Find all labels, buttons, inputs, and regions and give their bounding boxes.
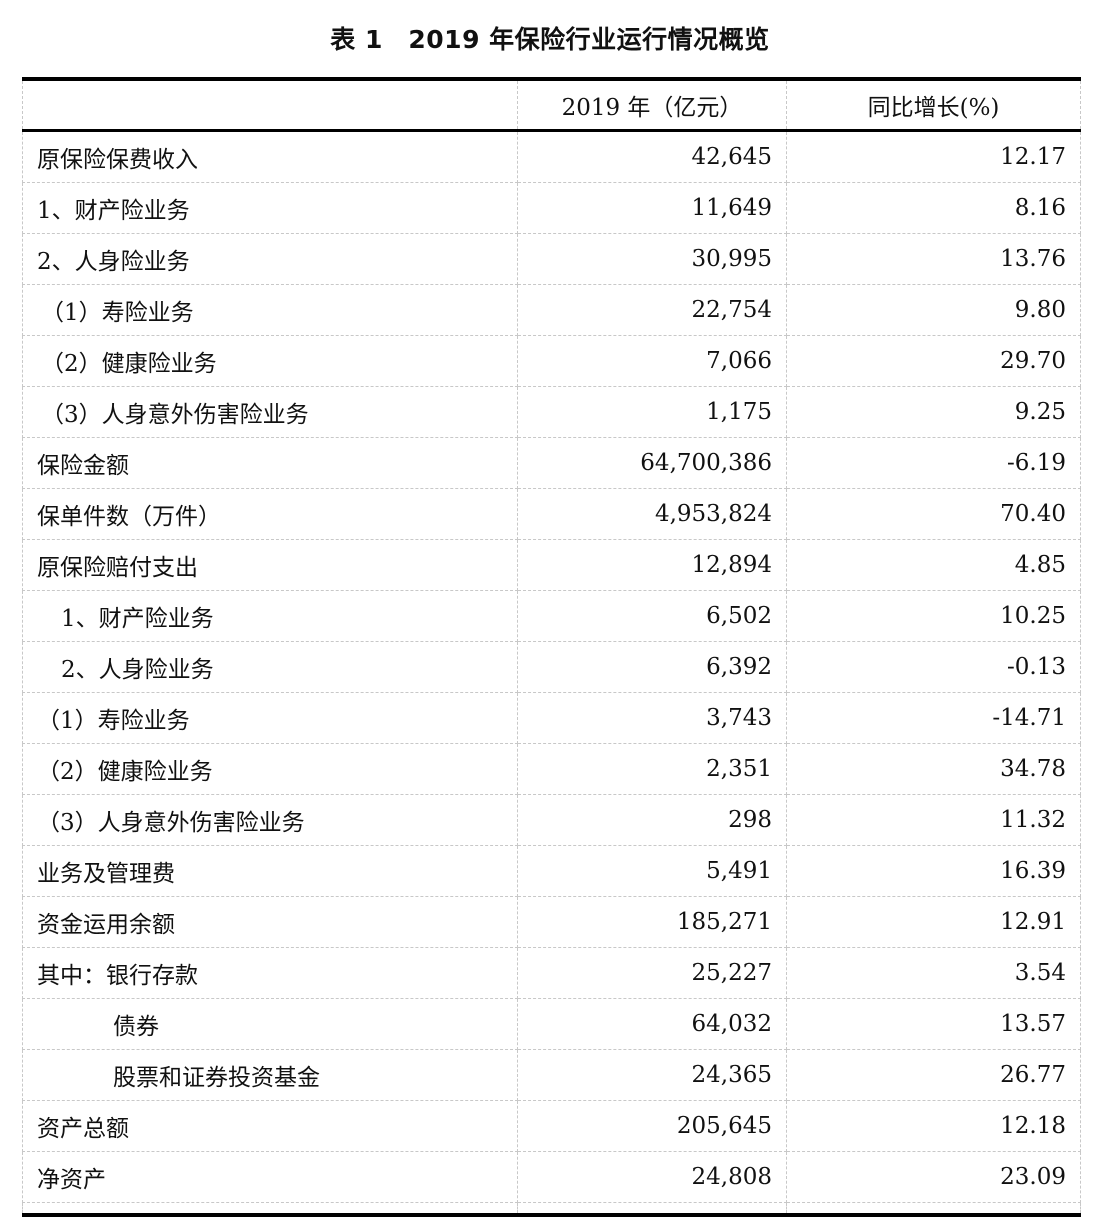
row-growth: 13.76 (786, 233, 1081, 285)
row-label: 其中：银行存款 (22, 947, 518, 999)
header-growth: 同比增长(%) (786, 79, 1081, 132)
row-label: 保险金额 (22, 437, 518, 489)
row-value: 11,649 (517, 182, 787, 234)
row-label: （1）寿险业务 (22, 692, 518, 744)
row-value: 64,032 (517, 998, 787, 1050)
row-label: 原保险保费收入 (22, 130, 518, 183)
row-value: 12,894 (517, 539, 787, 591)
table-row: 其中：银行存款 25,227 3.54 (22, 947, 1081, 999)
row-value: 5,491 (517, 845, 787, 897)
row-value: 4,953,824 (517, 488, 787, 540)
row-value: 22,754 (517, 284, 787, 336)
table-row: 债券 64,032 13.57 (22, 998, 1081, 1050)
row-label: （1）寿险业务 (22, 284, 518, 336)
table-row: 保单件数（万件） 4,953,824 70.40 (22, 488, 1081, 540)
row-label: 债券 (22, 998, 518, 1050)
row-value: 6,392 (517, 641, 787, 693)
table-row: （2）健康险业务 2,351 34.78 (22, 743, 1081, 795)
row-value: 3,743 (517, 692, 787, 744)
row-label: 1、财产险业务 (22, 590, 518, 642)
row-growth: 16.39 (786, 845, 1081, 897)
row-label: 业务及管理费 (22, 845, 518, 897)
row-value: 30,995 (517, 233, 787, 285)
spacer-cell (517, 1202, 787, 1216)
row-growth: 11.32 (786, 794, 1081, 846)
row-value: 1,175 (517, 386, 787, 438)
row-value: 205,645 (517, 1100, 787, 1152)
row-growth: 9.80 (786, 284, 1081, 336)
header-row: 2019 年（亿元） 同比增长(%) (22, 79, 1081, 132)
row-label: （2）健康险业务 (22, 743, 518, 795)
row-growth: 4.85 (786, 539, 1081, 591)
table-row: 1、财产险业务 11,649 8.16 (22, 182, 1081, 234)
header-item (22, 79, 518, 132)
row-growth: 70.40 (786, 488, 1081, 540)
row-growth: 12.18 (786, 1100, 1081, 1152)
table-row: 资产总额 205,645 12.18 (22, 1100, 1081, 1152)
row-growth: 9.25 (786, 386, 1081, 438)
row-value: 6,502 (517, 590, 787, 642)
row-value: 185,271 (517, 896, 787, 948)
table-row: 保险金额 64,700,386 -6.19 (22, 437, 1081, 489)
row-value: 2,351 (517, 743, 787, 795)
row-label: （3）人身意外伤害险业务 (22, 794, 518, 846)
row-growth: 34.78 (786, 743, 1081, 795)
row-growth: 29.70 (786, 335, 1081, 387)
row-growth: 26.77 (786, 1049, 1081, 1101)
table-row: 业务及管理费 5,491 16.39 (22, 845, 1081, 897)
table-row: 1、财产险业务 6,502 10.25 (22, 590, 1081, 642)
table-row: （1）寿险业务 22,754 9.80 (22, 284, 1081, 336)
row-label: 2、人身险业务 (22, 641, 518, 693)
row-value: 64,700,386 (517, 437, 787, 489)
table-row: 原保险保费收入 42,645 12.17 (22, 130, 1081, 183)
row-value: 7,066 (517, 335, 787, 387)
row-growth: -0.13 (786, 641, 1081, 693)
row-growth: 3.54 (786, 947, 1081, 999)
table-row: 净资产 24,808 23.09 (22, 1151, 1081, 1203)
table-row: （3）人身意外伤害险业务 298 11.32 (22, 794, 1081, 846)
row-value: 25,227 (517, 947, 787, 999)
row-label: 保单件数（万件） (22, 488, 518, 540)
table-row: （3）人身意外伤害险业务 1,175 9.25 (22, 386, 1081, 438)
table-row: 2、人身险业务 6,392 -0.13 (22, 641, 1081, 693)
row-growth: -14.71 (786, 692, 1081, 744)
table-title: 表 1 2019 年保险行业运行情况概览 (330, 25, 770, 54)
row-growth: 10.25 (786, 590, 1081, 642)
row-growth: -6.19 (786, 437, 1081, 489)
row-label: 资金运用余额 (22, 896, 518, 948)
header-value-2019: 2019 年（亿元） (517, 79, 787, 132)
table-row: 资金运用余额 185,271 12.91 (22, 896, 1081, 948)
row-label: 原保险赔付支出 (22, 539, 518, 591)
row-value: 24,808 (517, 1151, 787, 1203)
row-label: 2、人身险业务 (22, 233, 518, 285)
table-row: （1）寿险业务 3,743 -14.71 (22, 692, 1081, 744)
row-label: （2）健康险业务 (22, 335, 518, 387)
table-row: （2）健康险业务 7,066 29.70 (22, 335, 1081, 387)
row-value: 298 (517, 794, 787, 846)
row-growth: 23.09 (786, 1151, 1081, 1203)
row-label: 1、财产险业务 (22, 182, 518, 234)
row-label: （3）人身意外伤害险业务 (22, 386, 518, 438)
spacer-cell (22, 1202, 518, 1216)
table-row: 2、人身险业务 30,995 13.76 (22, 233, 1081, 285)
row-growth: 12.91 (786, 896, 1081, 948)
table-row: 原保险赔付支出 12,894 4.85 (22, 539, 1081, 591)
spacer-row (22, 1202, 1081, 1216)
insurance-overview-table: 2019 年（亿元） 同比增长(%) 原保险保费收入 42,645 12.17 1、财… (22, 77, 1081, 1217)
row-growth: 12.17 (786, 130, 1081, 183)
spacer-cell (786, 1202, 1081, 1216)
row-value: 42,645 (517, 130, 787, 183)
row-value: 24,365 (517, 1049, 787, 1101)
row-growth: 13.57 (786, 998, 1081, 1050)
row-label: 资产总额 (22, 1100, 518, 1152)
row-label: 净资产 (22, 1151, 518, 1203)
table-row: 股票和证券投资基金 24,365 26.77 (22, 1049, 1081, 1101)
row-label: 股票和证券投资基金 (22, 1049, 518, 1101)
row-growth: 8.16 (786, 182, 1081, 234)
